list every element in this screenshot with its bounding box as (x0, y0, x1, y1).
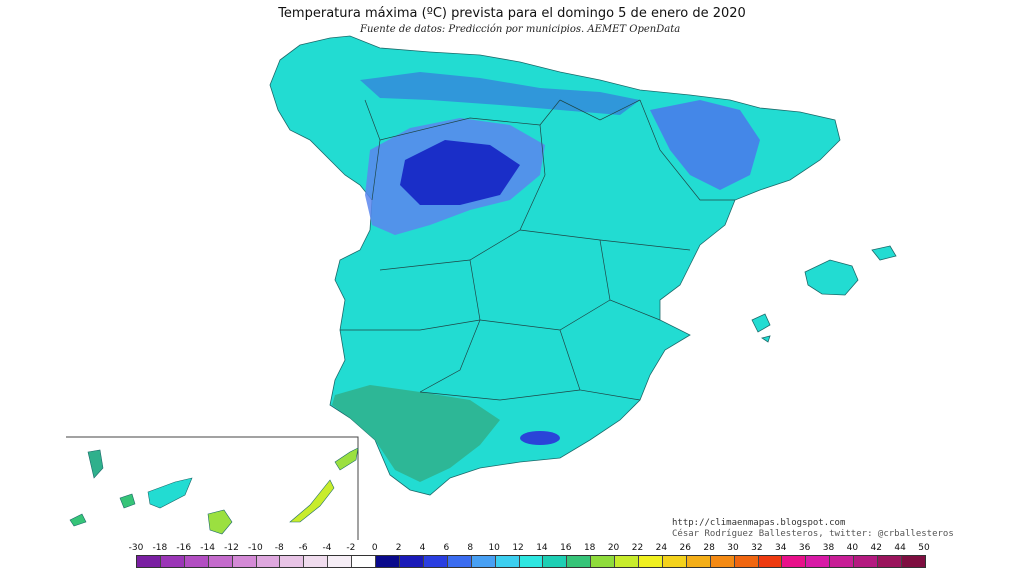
credits-url[interactable]: http://climaenmapas.blogspot.com (672, 518, 846, 528)
legend-label: 40 (846, 543, 859, 553)
legend-label: 4 (419, 543, 426, 553)
legend-swatch (806, 556, 831, 567)
tenerife-island (147, 477, 193, 509)
legend-label: 16 (560, 543, 572, 553)
legend-label: -16 (176, 543, 192, 553)
legend-labels: -30 -18 -16 -14 -12 -10 -8 -6 -4 -2 0 2 4 6 8 10 12 14 16 1… (129, 543, 930, 555)
credits-author: César Rodríguez Ballesteros, twitter: @c… (672, 529, 954, 539)
legend-swatch (328, 556, 353, 567)
menorca-island (871, 245, 897, 261)
el-hierro-island (69, 513, 87, 527)
legend-label: 32 (751, 543, 763, 553)
legend-swatch (543, 556, 568, 567)
legend-label: -10 (248, 543, 263, 553)
legend-swatch (471, 556, 496, 567)
legend-label: -12 (224, 543, 239, 553)
cold-region-cantabrian (360, 72, 640, 115)
temperature-map (66, 35, 897, 540)
legend-label: 38 (822, 543, 835, 553)
legend-swatch (376, 556, 400, 567)
color-legend: -30 -18 -16 -14 -12 -10 -8 -6 -4 -2 0 2 4 6 8 10 12 14 16 1… (129, 543, 930, 573)
legend-label: 6 (443, 543, 450, 553)
cold-region-northeast (650, 100, 760, 190)
legend-swatch (137, 556, 161, 567)
legend-swatch (734, 556, 759, 567)
formentera-island (761, 335, 771, 343)
legend-swatch (758, 556, 783, 567)
legend-swatch (208, 556, 233, 567)
legend-label: 18 (583, 543, 596, 553)
legend-swatch (830, 556, 855, 567)
ibiza-island (751, 313, 771, 333)
legend-swatch (495, 556, 520, 567)
legend-label: -30 (128, 543, 144, 553)
legend-swatch (352, 556, 377, 567)
lanzarote-island (334, 447, 359, 471)
legend-swatch (710, 556, 735, 567)
legend-swatch (567, 556, 592, 567)
legend-label: 24 (655, 543, 668, 553)
legend-swatch (399, 556, 424, 567)
legend-label: -14 (200, 543, 215, 553)
legend-swatch (686, 556, 711, 567)
legend-label: -6 (298, 543, 308, 553)
legend-swatch (782, 556, 807, 567)
legend-label: 12 (512, 543, 524, 553)
credits: http://climaenmapas.blogspot.com César R… (672, 518, 954, 540)
legend-label: 42 (870, 543, 882, 553)
la-palma-island (87, 449, 104, 479)
legend-label: 50 (918, 543, 930, 553)
map-title: Temperatura máxima (ºC) prevista para el… (278, 6, 746, 21)
legend-label: 14 (536, 543, 548, 553)
legend-swatch (878, 556, 902, 567)
legend-swatch (902, 556, 925, 567)
legend-swatch (304, 556, 329, 567)
legend-label: -2 (346, 543, 356, 553)
gran-canaria-island (207, 509, 233, 535)
legend-label: 8 (467, 543, 474, 553)
la-gomera-island (119, 493, 136, 509)
legend-swatch (423, 556, 448, 567)
fuerteventura-island (289, 479, 335, 523)
cold-spot-sierra-nevada (520, 431, 560, 445)
legend-label: 22 (631, 543, 644, 553)
canarias-inset-frame (66, 436, 359, 540)
legend-label: 10 (488, 543, 500, 553)
legend-label: 44 (894, 543, 906, 553)
warm-region-south (332, 385, 500, 482)
legend-label: 0 (371, 543, 378, 553)
map-subtitle: Fuente de datos: Predicción por municipi… (360, 24, 681, 35)
legend-label: 20 (607, 543, 620, 553)
legend-swatch (184, 556, 209, 567)
legend-label: 34 (774, 543, 787, 553)
legend-swatch (447, 556, 472, 567)
legend-label: 30 (727, 543, 739, 553)
legend-label: 36 (798, 543, 811, 553)
legend-swatch (615, 556, 640, 567)
region-borders (340, 99, 735, 401)
legend-color-bar (136, 555, 926, 568)
legend-label: -8 (274, 543, 284, 553)
legend-swatch (280, 556, 305, 567)
legend-swatch (639, 556, 663, 567)
legend-swatch (160, 556, 185, 567)
legend-label: 28 (703, 543, 715, 553)
mallorca-island (804, 259, 859, 296)
legend-swatch (662, 556, 687, 567)
legend-label: 26 (679, 543, 691, 553)
legend-swatch (591, 556, 616, 567)
cold-core (400, 140, 520, 205)
legend-label: 2 (395, 543, 402, 553)
legend-label: -4 (322, 543, 332, 553)
legend-label: -18 (152, 543, 168, 553)
legend-swatch (232, 556, 257, 567)
legend-swatch (256, 556, 281, 567)
legend-swatch (854, 556, 879, 567)
legend-swatch (519, 556, 544, 567)
